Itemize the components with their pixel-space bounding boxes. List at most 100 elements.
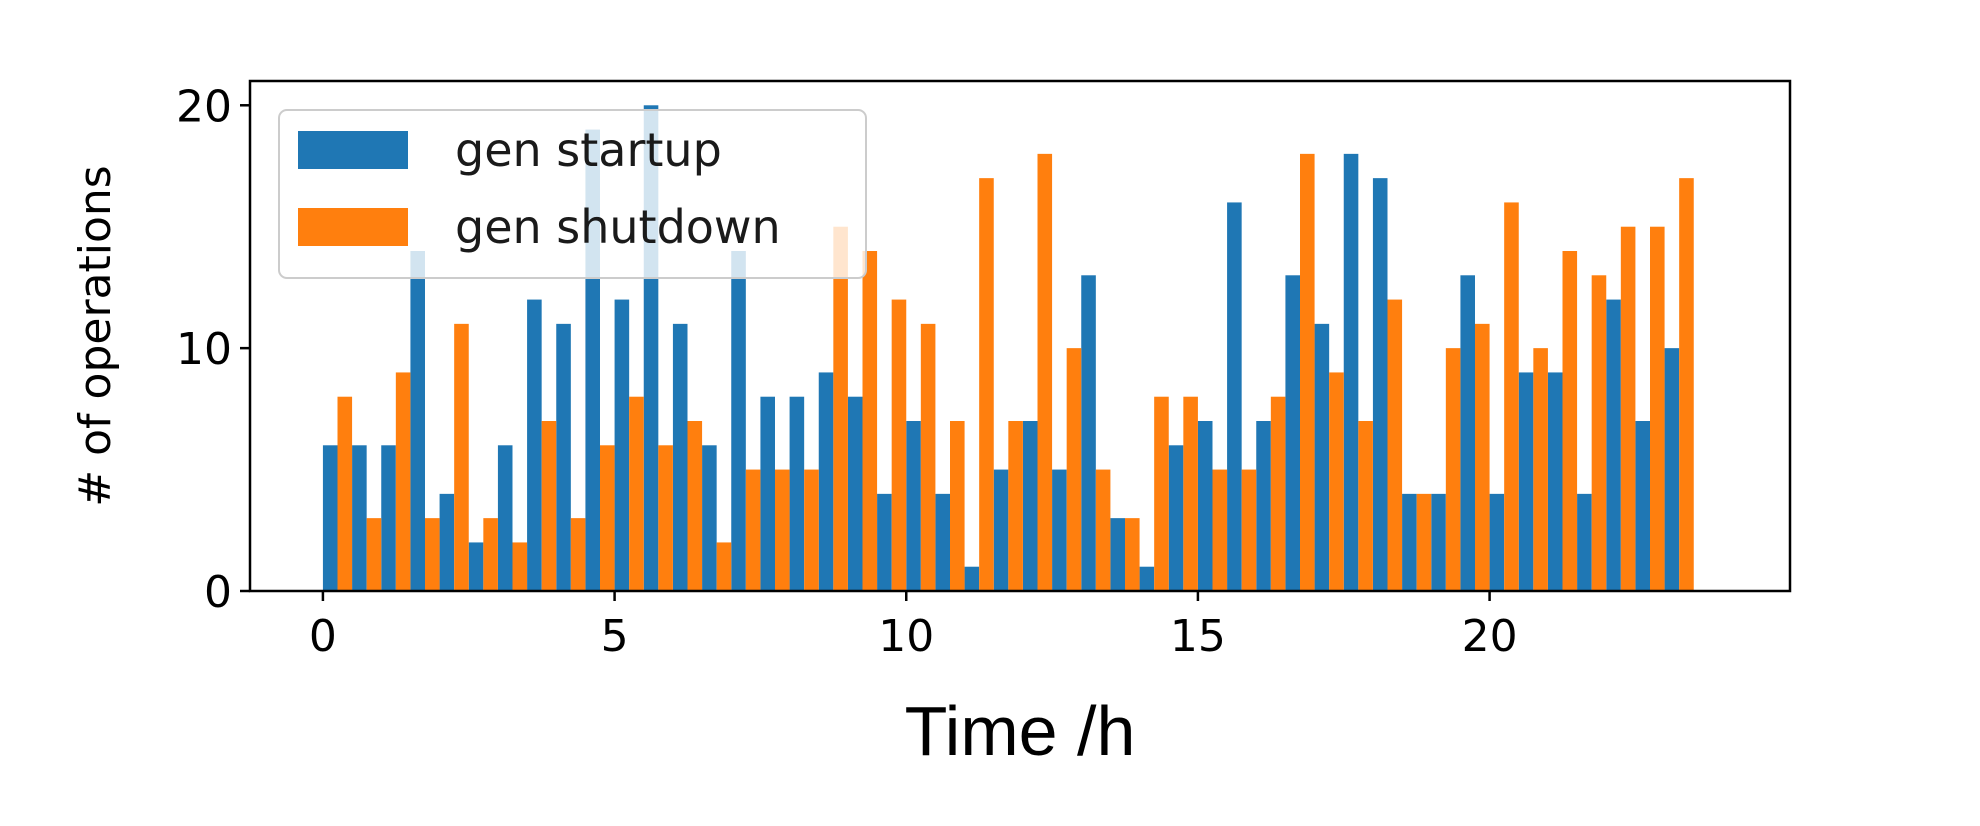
shutdown-bar xyxy=(425,518,440,591)
y-tick-label: 20 xyxy=(176,81,232,132)
shutdown-bar xyxy=(1445,348,1461,591)
startup-bar xyxy=(789,396,805,591)
shutdown-bar xyxy=(1037,153,1053,592)
shutdown-bar xyxy=(716,542,732,591)
shutdown-bar xyxy=(1416,493,1432,591)
shutdown-bar xyxy=(1183,396,1198,591)
startup-bar xyxy=(1431,493,1446,591)
legend-swatch-startup xyxy=(298,131,408,169)
y-axis-ticks: 0 10 20 xyxy=(176,81,250,618)
startup-bar xyxy=(760,396,775,591)
shutdown-bar xyxy=(1241,469,1257,591)
startup-bar xyxy=(1256,421,1271,591)
shutdown-bar xyxy=(1475,323,1490,591)
startup-bar xyxy=(322,445,338,591)
x-tick-label: 15 xyxy=(1170,611,1226,662)
bars-group xyxy=(322,105,1694,592)
shutdown-bar xyxy=(920,323,936,591)
shutdown-bar xyxy=(1620,226,1636,591)
startup-bar xyxy=(1518,372,1534,591)
startup-bar xyxy=(1547,372,1563,591)
startup-bar xyxy=(1168,445,1184,591)
shutdown-bar xyxy=(395,372,411,591)
startup-bar xyxy=(352,445,367,591)
shutdown-bar xyxy=(1125,518,1140,591)
startup-bar xyxy=(527,299,542,591)
startup-bar xyxy=(1664,348,1680,591)
startup-bar xyxy=(1110,518,1125,591)
plot-frame xyxy=(248,79,1792,593)
shutdown-bar xyxy=(512,542,528,591)
startup-bar xyxy=(1081,275,1096,591)
startup-bar xyxy=(1022,421,1038,591)
startup-bar xyxy=(1372,178,1388,591)
shutdown-bar xyxy=(1300,153,1315,592)
shutdown-bar xyxy=(570,518,586,591)
startup-bar xyxy=(1577,493,1592,591)
startup-bar xyxy=(818,372,834,591)
startup-bar xyxy=(1139,566,1155,591)
shutdown-bar xyxy=(1270,396,1286,591)
shutdown-bar xyxy=(745,469,761,591)
shutdown-bar xyxy=(950,421,965,591)
startup-bar xyxy=(468,542,484,591)
startup-bar xyxy=(877,493,892,591)
startup-bar xyxy=(935,493,950,591)
startup-bar xyxy=(614,299,630,591)
shutdown-bar xyxy=(1358,421,1373,591)
shutdown-bar xyxy=(541,421,557,591)
startup-bar xyxy=(906,421,921,591)
shutdown-bar xyxy=(1212,469,1228,591)
shutdown-bar xyxy=(862,251,878,591)
startup-bar xyxy=(702,445,717,591)
startup-bar xyxy=(1635,421,1650,591)
shutdown-bar xyxy=(1329,372,1344,591)
shutdown-bar xyxy=(1533,348,1548,591)
startup-bar xyxy=(847,396,863,591)
y-axis-label: # of operations xyxy=(70,165,121,506)
shutdown-bar xyxy=(1591,275,1607,591)
shutdown-bar xyxy=(454,323,469,591)
startup-bar xyxy=(731,251,746,591)
shutdown-bar xyxy=(1066,348,1082,591)
shutdown-bar xyxy=(600,445,615,591)
shutdown-bar xyxy=(804,469,819,591)
startup-bar xyxy=(1285,275,1300,591)
shutdown-bar xyxy=(483,518,498,591)
shutdown-bar xyxy=(891,299,907,591)
startup-bar xyxy=(410,251,425,591)
startup-bar xyxy=(1052,469,1067,591)
startup-bar xyxy=(439,493,455,591)
shutdown-bar xyxy=(658,445,673,591)
shutdown-bar xyxy=(1154,396,1169,591)
shutdown-bar xyxy=(1562,251,1578,591)
shutdown-bar xyxy=(833,226,848,591)
x-tick-label: 10 xyxy=(878,611,934,662)
x-tick-label: 5 xyxy=(601,611,629,662)
startup-bar xyxy=(993,469,1009,591)
shutdown-bar xyxy=(1095,469,1111,591)
startup-bar xyxy=(1606,299,1621,591)
startup-bar xyxy=(672,323,688,591)
legend-label-startup: gen startup xyxy=(455,123,722,177)
startup-bar xyxy=(1343,153,1359,592)
legend: gen startup gen shutdown xyxy=(278,109,867,279)
shutdown-bar xyxy=(775,469,790,591)
startup-bar xyxy=(1197,421,1213,591)
startup-bar xyxy=(1227,202,1242,591)
startup-bar xyxy=(1314,323,1330,591)
y-tick-label: 0 xyxy=(204,567,232,618)
shutdown-bar xyxy=(979,178,994,591)
shutdown-bar xyxy=(1679,178,1694,591)
y-tick-label: 10 xyxy=(176,324,232,375)
shutdown-bar xyxy=(687,421,703,591)
x-axis-label: Time /h xyxy=(905,692,1136,770)
x-tick-label: 20 xyxy=(1462,611,1518,662)
shutdown-bar xyxy=(366,518,382,591)
legend-swatch-shutdown xyxy=(298,208,408,246)
shutdown-bar xyxy=(337,396,353,591)
shutdown-bar xyxy=(1650,226,1665,591)
startup-bar xyxy=(1489,493,1505,591)
startup-bar xyxy=(381,445,396,591)
